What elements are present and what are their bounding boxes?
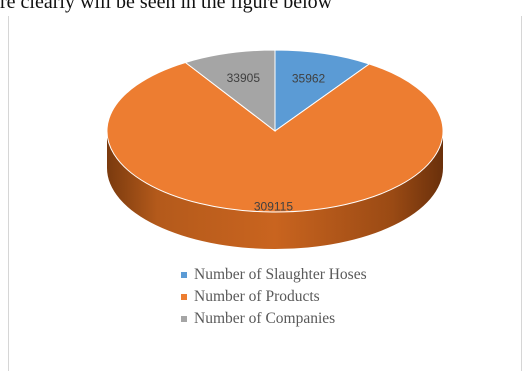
legend-item: Number of Products	[181, 286, 367, 308]
pie-data-label-number-of-products: 309115	[254, 199, 293, 213]
legend-item: Number of Slaughter Hoses	[181, 264, 367, 286]
chart-legend: Number of Slaughter Hoses Number of Prod…	[181, 264, 367, 330]
pie-data-label-number-of-companies: 33905	[227, 71, 261, 85]
legend-swatch-slaughter-hoses	[181, 272, 187, 278]
pie-data-label-number-of-slaughter-hoses: 35962	[292, 71, 326, 85]
pie-chart: 35962 309115 33905 Number of Slaughter Hos…	[8, 16, 522, 371]
pie-slice-number-of-slaughter-hoses	[274, 49, 371, 132]
legend-item: Number of Companies	[181, 308, 367, 330]
legend-label: Number of Slaughter Hoses	[194, 266, 367, 283]
pie-tops	[106, 49, 444, 213]
legend-swatch-products	[181, 294, 187, 300]
pie-slice-number-of-companies	[184, 49, 276, 133]
legend-label: Number of Products	[194, 288, 320, 305]
pie-chart-svg: 35962 309115 33905	[106, 49, 444, 249]
pie-slice-number-of-products	[106, 61, 444, 213]
caption-text: re clearly will be seen in the figure be…	[0, 0, 333, 13]
pie-labels: 35962 309115 33905	[227, 71, 326, 213]
pie-side-number-of-products	[107, 131, 443, 249]
legend-label: Number of Companies	[194, 310, 336, 327]
legend-swatch-companies	[181, 316, 187, 322]
pie-sides	[107, 131, 443, 249]
